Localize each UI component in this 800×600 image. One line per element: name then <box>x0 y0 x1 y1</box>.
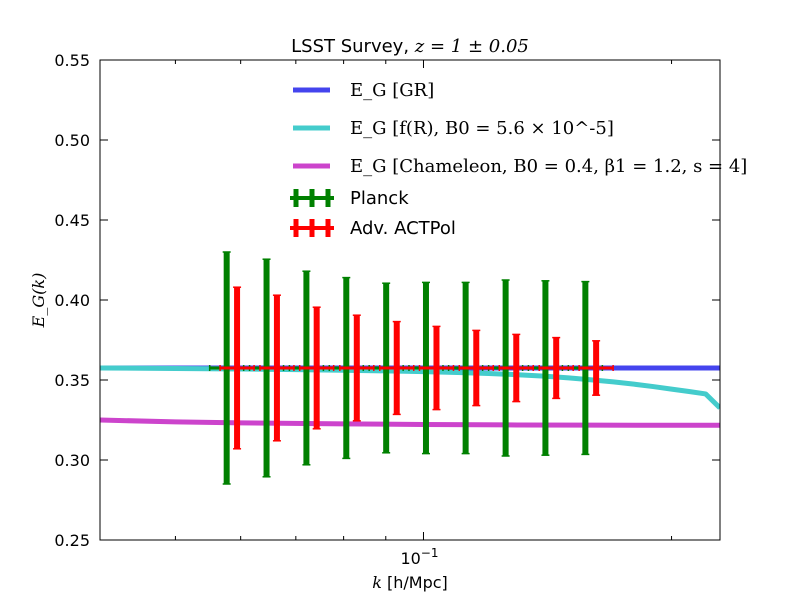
legend-label-3: Planck <box>350 188 409 209</box>
x-tick-label: 10−1 <box>400 546 438 568</box>
chart-title-math: z = 1 ± 0.05 <box>414 36 529 57</box>
legend-label-0: E_G [GR] <box>350 80 434 101</box>
ticks: 0.25 0.30 0.35 0.40 0.45 0.50 0.55 10−1 <box>54 51 720 568</box>
y-tick-label: 0.50 <box>54 131 90 150</box>
y-tick-label: 0.30 <box>54 451 90 470</box>
legend-label-4: Adv. ACTPol <box>350 218 456 239</box>
plot-errorbars <box>208 251 614 485</box>
legend: E_G [GR] E_G [f(R), B0 = 5.6 × 10^-5] E_G … <box>290 80 747 239</box>
y-tick-label: 0.25 <box>54 531 90 550</box>
chart-title: LSST Survey, z = 1 ± 0.05 <box>291 36 529 57</box>
series-line-1 <box>100 365 720 410</box>
legend-label-2: E_G [Chameleon, B0 = 0.4, β1 = 1.2, s = … <box>350 156 747 177</box>
y-tick-label: 0.45 <box>54 211 90 230</box>
y-tick-label: 0.35 <box>54 371 90 390</box>
plot-lines <box>100 365 720 428</box>
y-axis-label: E_G(k) <box>29 273 48 329</box>
x-axis-label-math: k <box>372 573 382 592</box>
chart-title-prefix: LSST Survey, <box>291 36 415 57</box>
legend-label-1: E_G [f(R), B0 = 5.6 × 10^-5] <box>350 118 614 139</box>
y-tick-label: 0.55 <box>54 51 90 70</box>
x-axis-label-units: [h/Mpc] <box>382 573 448 592</box>
x-axis-label: k [h/Mpc] <box>372 573 448 592</box>
series-line-2 <box>100 417 720 428</box>
errorbar-centers-4 <box>219 365 614 371</box>
y-tick-label: 0.40 <box>54 291 90 310</box>
